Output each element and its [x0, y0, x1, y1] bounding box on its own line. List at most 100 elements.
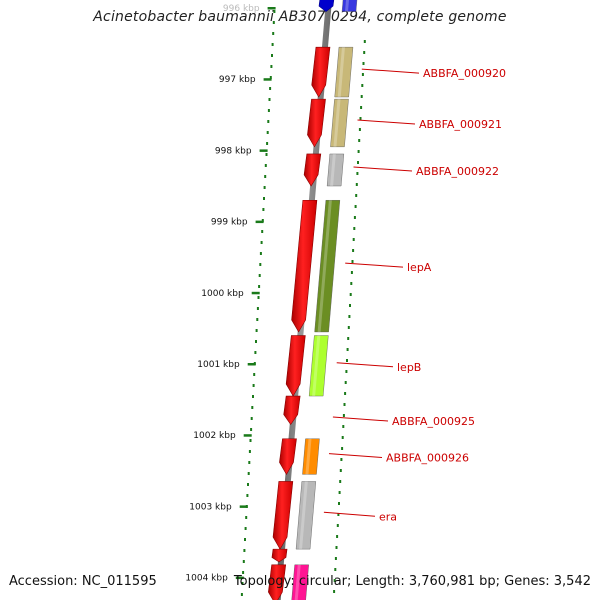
scale-dot — [254, 351, 257, 354]
scale-dot — [243, 549, 246, 552]
gene-category-bar[interactable] — [326, 153, 345, 187]
track-dot — [340, 458, 343, 461]
scale-major-tick — [235, 576, 244, 580]
gene-arrow[interactable] — [272, 481, 294, 550]
scale-dot — [260, 241, 263, 244]
scale-dot — [266, 142, 269, 145]
scale-dot — [251, 406, 254, 409]
track-dot — [352, 238, 355, 241]
gene-label[interactable]: ABBFA_000922 — [416, 165, 499, 178]
scale-dot — [242, 571, 245, 574]
track-dot — [358, 139, 361, 142]
gene-category-bar[interactable] — [302, 438, 320, 475]
gene-arrow[interactable] — [318, 0, 335, 12]
scale-major-tick — [243, 434, 252, 437]
track-dot — [361, 84, 364, 87]
track-dot — [355, 183, 358, 186]
gene-arrow[interactable] — [303, 153, 322, 187]
track-dot — [355, 194, 358, 197]
scale-tick-label: 1002 kbp — [193, 431, 236, 441]
label-leader-line — [361, 68, 420, 74]
scale-dot — [248, 450, 251, 453]
track-dot — [353, 216, 356, 219]
scale-major-tick — [239, 505, 248, 508]
topology-text: Topology: circular; Length: 3,760,981 bp… — [234, 574, 591, 589]
track-dot — [341, 447, 344, 450]
gene-arrow[interactable] — [268, 564, 287, 600]
gene-category-bar[interactable] — [334, 46, 354, 98]
track-dot — [349, 304, 351, 307]
gene-arrow[interactable] — [311, 46, 331, 98]
scale-dot — [270, 65, 273, 68]
track-dot — [350, 271, 353, 274]
gene-category-bar[interactable] — [341, 0, 358, 12]
label-leader-line — [336, 362, 394, 368]
scale-ticks: 996 kbp 997 kbp 998 kbp 999 kbp 1000 kbp 1001… — [185, 4, 366, 596]
track-dot — [354, 205, 357, 208]
feature-track — [268, 0, 358, 600]
track-dot — [349, 293, 352, 296]
scale-dot — [269, 76, 272, 79]
gene-category-bar[interactable] — [308, 335, 329, 397]
label-leader-line — [328, 453, 383, 459]
gene-arrow[interactable] — [271, 548, 288, 563]
gene-label[interactable]: lepA — [407, 261, 432, 274]
scale-dot — [269, 87, 272, 90]
scale-dot — [247, 483, 249, 486]
gene-arrow[interactable] — [285, 335, 306, 397]
scale-tick-label: 1001 kbp — [197, 360, 240, 370]
track-dot — [360, 106, 363, 109]
gene-label[interactable]: ABBFA_000920 — [423, 67, 506, 80]
track-dot — [346, 359, 348, 362]
scale-dot — [249, 439, 252, 442]
scale-dot — [252, 395, 254, 398]
bar-highlight — [333, 99, 341, 147]
bar-highlight — [317, 200, 332, 332]
scale-tick-label: 998 kbp — [215, 146, 252, 156]
track-dot — [342, 425, 345, 428]
topology-text-value: Topology: circular; Length: 3,760,981 bp… — [233, 574, 591, 589]
track-dot — [356, 172, 359, 175]
bar-highlight — [299, 481, 308, 550]
track-dot — [348, 315, 351, 318]
track-dot — [339, 469, 342, 472]
scale-major-tick — [267, 7, 276, 10]
gene-category-bar[interactable] — [314, 200, 341, 333]
scale-dot — [267, 109, 270, 112]
track-dot — [353, 227, 356, 230]
track-dot — [357, 150, 360, 153]
scale-dot — [253, 373, 256, 376]
track-dot — [344, 392, 347, 395]
track-dot — [357, 161, 359, 164]
gene-category-bar[interactable] — [330, 98, 349, 148]
gene-category-bar[interactable] — [291, 564, 309, 600]
gene-label[interactable]: era — [379, 510, 397, 523]
track-dot — [359, 117, 362, 120]
scale-dot — [259, 263, 262, 266]
track-dot — [344, 381, 347, 384]
gene-label[interactable]: ABBFA_000926 — [386, 452, 469, 465]
bar-highlight — [337, 47, 345, 97]
gene-arrow[interactable] — [307, 98, 326, 148]
track-dot — [352, 249, 355, 252]
scale-dot — [264, 175, 267, 178]
scale-dot — [240, 593, 243, 596]
scale-dot — [242, 560, 245, 563]
scale-dot — [258, 285, 261, 288]
gene-arrow[interactable] — [279, 438, 297, 475]
scale-dot — [261, 230, 264, 233]
scale-dot — [259, 252, 262, 255]
scale-tick-label: 996 kbp — [223, 4, 260, 14]
gene-arrow[interactable] — [283, 395, 301, 426]
gene-label[interactable]: ABBFA_000925 — [392, 415, 475, 428]
gene-arrow[interactable] — [291, 199, 318, 333]
track-dot — [342, 414, 345, 417]
track-dot — [362, 62, 365, 65]
scale-dot — [250, 428, 253, 431]
scale-dot — [255, 329, 258, 332]
gene-label[interactable]: ABBFA_000921 — [419, 118, 502, 131]
track-dot — [335, 546, 338, 549]
scale-dot — [248, 461, 251, 464]
gene-label[interactable]: lepB — [397, 361, 421, 374]
gene-category-bar[interactable] — [295, 481, 317, 550]
